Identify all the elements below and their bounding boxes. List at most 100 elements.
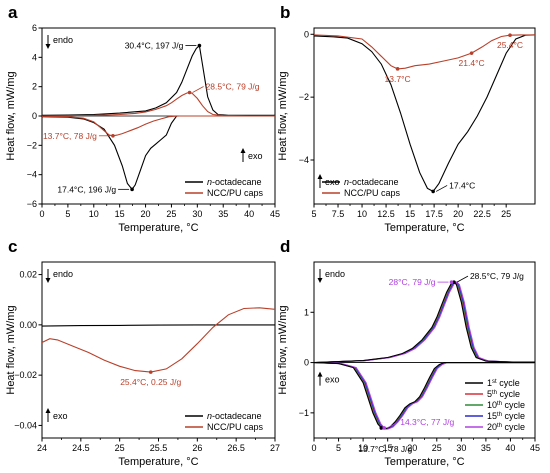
peak-annotation: 30.4°C, 197 J/g <box>125 41 184 51</box>
peak-annotation: 28°C, 79 J/g <box>389 277 436 287</box>
exo-label: exo <box>325 375 340 385</box>
exo-label: exo <box>248 151 263 161</box>
peak-marker <box>508 33 512 38</box>
legend-entry: n-octadecane <box>207 411 262 421</box>
legend-entry-number: 15 <box>487 411 497 421</box>
y-tick-label: 0 <box>32 111 37 121</box>
x-tick-label: 10 <box>357 209 367 219</box>
x-tick-label: 35 <box>481 443 491 453</box>
legend-entry-italic: n <box>207 177 212 187</box>
peak-marker <box>382 426 387 430</box>
peak-marker <box>130 187 134 192</box>
y-tick-label: −2 <box>27 140 37 150</box>
y-tick-label: −4 <box>27 170 37 180</box>
exo-label: exo <box>53 411 68 421</box>
x-tick-label: 30 <box>192 209 202 219</box>
y-axis-label: Heat flow, mW/mg <box>277 71 289 160</box>
annotation-arrow <box>435 185 448 192</box>
x-tick-label: 5 <box>336 443 341 453</box>
legend-entry-rest: cycle <box>502 411 525 421</box>
y-tick-label: −6 <box>27 199 37 209</box>
peak-marker <box>379 426 384 430</box>
x-tick-label: 45 <box>270 209 280 219</box>
y-tick-label: −2 <box>299 92 309 102</box>
legend-entry-rest: cycle <box>497 389 520 399</box>
peak-annotation: 21.4°C <box>459 58 485 68</box>
legend-entry: NCC/PU caps <box>207 422 264 432</box>
legend-entry-rest: cycle <box>502 400 525 410</box>
x-tick-label: 15 <box>383 443 393 453</box>
y-tick-label: −0.04 <box>14 420 37 430</box>
panel-letter: d <box>280 237 290 256</box>
series-group <box>314 281 535 430</box>
x-tick-label: 7.5 <box>332 209 345 219</box>
peak-marker <box>111 134 115 138</box>
peak-marker <box>187 90 192 95</box>
y-tick-label: −0.02 <box>14 370 37 380</box>
legend-entry-number: 5 <box>487 389 492 399</box>
peak-marker <box>395 67 400 71</box>
x-tick-label: 40 <box>244 209 254 219</box>
endo-arrowhead <box>45 278 51 283</box>
endo-label: endo <box>53 35 73 45</box>
legend-entry: n-octadecane <box>344 177 399 187</box>
x-tick-label: 12.5 <box>377 209 395 219</box>
y-tick-label: 6 <box>32 23 37 33</box>
x-tick-label: 20 <box>141 209 151 219</box>
x-tick-label: 25 <box>115 443 125 453</box>
series-line-5th-cycle <box>314 281 535 364</box>
x-tick-label: 17.5 <box>425 209 443 219</box>
x-tick-label: 0 <box>39 209 44 219</box>
y-tick-label: −4 <box>299 155 309 165</box>
annotation-arrow <box>456 275 469 283</box>
x-tick-label: 25 <box>432 443 442 453</box>
exo-arrowhead <box>45 408 51 413</box>
legend-entry-italic: n <box>344 177 349 187</box>
y-axis-label: Heat flow, mW/mg <box>5 305 17 394</box>
x-axis-label: Temperature, °C <box>118 456 198 468</box>
panel-c: c 24 24.5 25 25.5 26 26.5 27 −0.04 −0.02 0.00 0.02 T… <box>5 237 280 468</box>
x-tick-label: 25.5 <box>150 443 168 453</box>
panel-a: a 0 5 10 15 20 25 30 35 40 45 −6 −4 −2 0 2 4 6 Temperature… <box>5 3 280 234</box>
legend-entry-suffix: th <box>497 401 502 407</box>
endo-label: endo <box>325 269 345 279</box>
exo-arrowhead <box>240 148 246 153</box>
plot-frame <box>313 27 536 205</box>
x-tick-label: 30 <box>456 443 466 453</box>
series-line-n-octadecane <box>314 34 535 193</box>
legend-entry: 15th cycle <box>487 411 525 421</box>
series-line-n-octadecane <box>42 44 275 116</box>
x-tick-label: 5 <box>65 209 70 219</box>
legend-entry-rest: cycle <box>502 422 525 432</box>
legend-entry: NCC/PU caps <box>207 188 264 198</box>
series-line-NCC-PU-caps <box>42 91 275 117</box>
x-tick-label: 0 <box>311 443 316 453</box>
y-tick-label: −1 <box>299 408 309 418</box>
peak-annotation: 13.7°C, 78 J/g <box>358 444 412 454</box>
peak-marker <box>431 189 435 194</box>
peak-annotation: 25.4°C <box>497 40 523 50</box>
endo-arrowhead <box>45 44 51 49</box>
series-group <box>314 34 535 193</box>
legend-entry-suffix: st <box>492 379 497 385</box>
legend-entry-rest: -octadecane <box>212 411 262 421</box>
y-tick-label: 0 <box>304 29 309 39</box>
series-line-1st-cycle <box>314 362 535 430</box>
legend-entry: 5th cycle <box>487 389 520 399</box>
x-tick-label: 45 <box>530 443 540 453</box>
endo-label: endo <box>53 269 73 279</box>
x-tick-label: 40 <box>505 443 515 453</box>
x-tick-label: 15 <box>115 209 125 219</box>
legend-entry-number: 20 <box>487 422 497 432</box>
series-line-10th-cycle <box>315 281 535 364</box>
series-line-15th-cycle <box>316 281 535 364</box>
exo-arrowhead <box>317 174 323 179</box>
x-tick-label: 25 <box>166 209 176 219</box>
x-tick-label: 24 <box>37 443 47 453</box>
legend-entry-italic: n <box>207 411 212 421</box>
legend-entry-suffix: th <box>492 390 497 396</box>
x-tick-label: 35 <box>218 209 228 219</box>
series-line-NCC-PU-caps <box>42 115 275 137</box>
peak-annotation: 25.4°C, 0.25 J/g <box>120 377 181 387</box>
